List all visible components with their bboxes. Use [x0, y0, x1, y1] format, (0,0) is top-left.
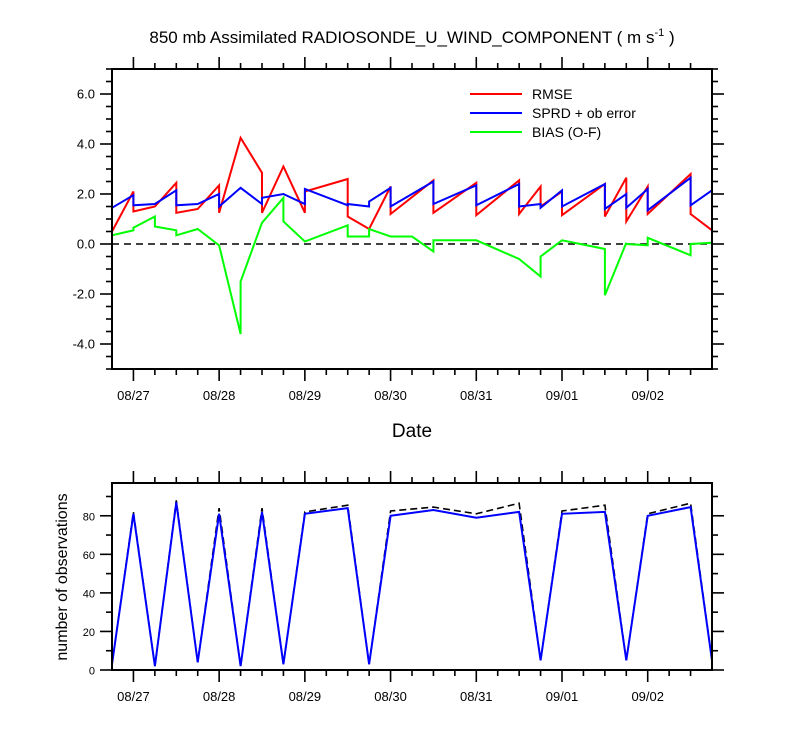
legend-label: RMSE: [532, 86, 572, 102]
top-chart-title: 850 mb Assimilated RADIOSONDE_U_WIND_COM…: [149, 27, 674, 47]
x-tick-label: 08/31: [460, 388, 493, 403]
x-tick-label: 08/28: [203, 689, 236, 704]
x-tick-label: 09/01: [546, 689, 579, 704]
y-tick-label: 4.0: [77, 137, 95, 152]
x-tick-label: 08/29: [289, 689, 322, 704]
top-chart-xlabel: Date: [392, 421, 432, 442]
top-chart: 08/27 08/28 08/29 08/30 08/31 09/01 09/02 6.0 4.…: [73, 57, 724, 403]
x-tick-label: 08/28: [203, 388, 236, 403]
bottom-chart: 08/27 08/28 08/29 08/30 08/31 09/01 09/02 0 20 40…: [83, 471, 724, 704]
legend-label: BIAS (O-F): [532, 124, 601, 140]
bottom-chart-ylabel: number of observations: [54, 493, 71, 660]
x-tick-label: 09/01: [546, 388, 579, 403]
x-tick-label: 09/02: [631, 689, 664, 704]
x-tick-label: 08/30: [374, 689, 407, 704]
y-tick-label: 0: [89, 666, 95, 678]
series-line-rmse: [111, 135, 713, 232]
series-line-bias-o-f: [111, 195, 713, 335]
x-tick-label: 08/30: [374, 388, 407, 403]
series-line-sprd-ob-error: [111, 175, 713, 213]
y-tick-label: -2.0: [73, 287, 95, 302]
y-tick-label: 80: [83, 511, 95, 523]
series-line-used: [111, 502, 713, 667]
x-tick-label: 08/31: [460, 689, 493, 704]
legend-label: SPRD + ob error: [532, 105, 636, 121]
y-tick-label: 6.0: [77, 87, 95, 102]
y-tick-label: 40: [83, 588, 95, 600]
x-tick-label: 08/27: [117, 689, 150, 704]
y-tick-label: 0.0: [77, 237, 95, 252]
x-tick-label: 09/02: [631, 388, 664, 403]
y-tick-label: -4.0: [73, 337, 95, 352]
x-tick-label: 08/27: [117, 388, 150, 403]
y-tick-label: 20: [83, 627, 95, 639]
series-line-possible: [111, 500, 713, 667]
x-tick-label: 08/29: [289, 388, 322, 403]
y-tick-label: 2.0: [77, 187, 95, 202]
plot-frame: [111, 482, 713, 671]
y-tick-label: 60: [83, 550, 95, 562]
